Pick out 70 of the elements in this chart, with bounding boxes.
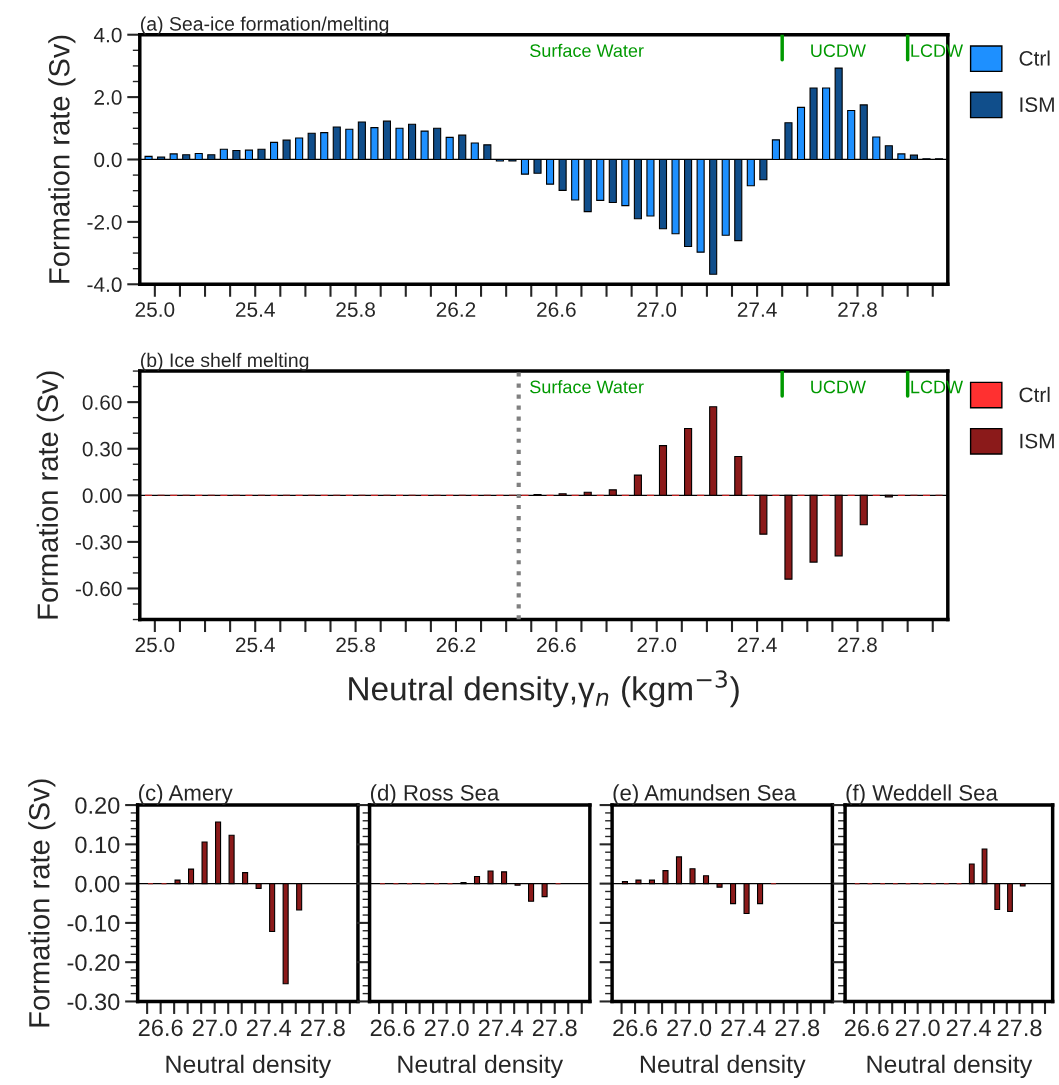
x-tick-label: 27.8: [301, 1019, 345, 1037]
legend-label: Ctrl: [1019, 386, 1050, 403]
x-tick-label: 27.8: [997, 1019, 1042, 1037]
x-tick-label: 27.4: [246, 1019, 292, 1036]
x-axis-title: Neutral density,γ$_{n}$ (kgm$^{−3}$): [349, 670, 739, 708]
x-tick-label: 25.0: [135, 302, 175, 317]
legend-label: Ctrl: [1019, 50, 1050, 66]
y-tick-label: 0.00: [75, 875, 120, 893]
legend-label: ISM: [1020, 97, 1054, 113]
y-tick-label: 0.60: [82, 395, 122, 410]
chart-title: (c) Amery: [139, 784, 233, 806]
x-tick-label: 26.6: [537, 637, 576, 653]
chart-title: (e) Amundsen Sea: [613, 784, 797, 806]
y-tick-label: -0.20: [67, 954, 120, 971]
x-tick-label: 27.4: [478, 1019, 523, 1036]
chart-title: (b) Ice shelf melting: [140, 352, 309, 371]
x-tick-label: 27.0: [192, 1019, 237, 1037]
x-tick-label: 25.8: [336, 302, 375, 317]
annotation: Surface Water: [530, 43, 644, 58]
x-tick-label: 27.0: [424, 1019, 469, 1037]
y-tick-label: -2.0: [87, 214, 122, 230]
y-tick-label: 0.00: [82, 488, 122, 504]
y-tick-label: -0.30: [67, 993, 120, 1011]
y-axis-title: Formation rate (Sv): [28, 779, 56, 1027]
x-tick-label: 26.6: [537, 302, 576, 317]
x-tick-label: 27.8: [838, 302, 877, 317]
x-tick-label: 27.0: [637, 302, 677, 317]
chart-title: (a) Sea-ice formation/melting: [140, 16, 389, 35]
x-tick-label: 25.8: [336, 637, 375, 653]
y-axis-title: Formation rate (Sv): [48, 35, 76, 283]
y-axis-title: Formation rate (Sv): [36, 371, 64, 619]
y-tick-label: -0.10: [67, 914, 120, 932]
x-tick-label: 26.2: [436, 302, 476, 317]
x-tick-label: 26.6: [370, 1019, 415, 1037]
y-tick-label: 4.0: [93, 27, 122, 43]
chart-title: (d) Ross Sea: [370, 784, 500, 806]
x-tick-label: 26.6: [138, 1019, 183, 1037]
x-tick-label: 27.0: [637, 637, 677, 653]
y-tick-label: 0.10: [75, 836, 120, 854]
x-tick-label: 27.8: [838, 637, 877, 653]
annotation: UCDW: [811, 380, 866, 394]
x-tick-label: 27.4: [721, 1019, 766, 1036]
x-tick-label: 27.8: [532, 1019, 577, 1037]
y-tick-label: -0.30: [75, 534, 122, 550]
x-tick-label: 27.4: [737, 302, 777, 317]
x-tick-label: 26.6: [844, 1019, 889, 1037]
y-tick-label: 2.0: [94, 90, 122, 105]
legend-label: ISM: [1020, 433, 1054, 449]
x-tick-label: 26.2: [436, 637, 476, 653]
annotation: Surface Water: [530, 380, 644, 394]
x-tick-label: 25.0: [135, 637, 175, 653]
x-axis-title: Neutral density: [166, 1054, 332, 1079]
x-tick-label: 27.4: [946, 1019, 991, 1036]
x-tick-label: 25.4: [236, 637, 275, 653]
annotation: UCDW: [811, 44, 866, 58]
x-tick-label: 27.8: [775, 1019, 820, 1037]
x-tick-label: 26.6: [613, 1019, 658, 1037]
y-tick-label: 0.30: [82, 441, 122, 457]
y-tick-label: 0.20: [75, 797, 120, 814]
x-tick-label: 27.0: [895, 1019, 940, 1037]
y-tick-label: -0.60: [75, 581, 122, 597]
x-axis-title: Neutral density: [640, 1054, 806, 1079]
chart-title: (f) Weddell Sea: [846, 784, 998, 806]
y-tick-label: -4.0: [87, 277, 122, 293]
x-tick-label: 27.0: [667, 1019, 712, 1037]
x-axis-title: Neutral density: [398, 1054, 564, 1079]
y-tick-label: 0.0: [94, 152, 122, 168]
x-tick-label: 27.4: [737, 637, 777, 652]
x-axis-title: Neutral density: [867, 1054, 1033, 1079]
x-tick-label: 25.4: [236, 302, 275, 317]
